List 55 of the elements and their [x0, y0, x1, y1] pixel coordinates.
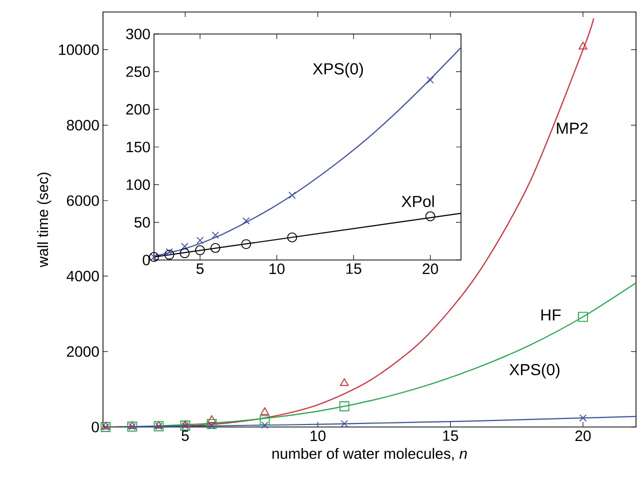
y-tick-label: 10000: [59, 44, 99, 56]
annotation: XPS(0): [312, 62, 363, 78]
point: [340, 420, 348, 428]
x-tick-label: 10: [270, 264, 285, 274]
y-tick-label: 6000: [67, 195, 99, 206]
y-tick-label: 100: [126, 179, 150, 190]
y-tick-label: 300: [126, 28, 150, 40]
x-axis-title: number of water molecules, n: [272, 448, 467, 461]
point: [207, 415, 216, 423]
point: [426, 76, 434, 84]
point: [287, 232, 298, 242]
y-tick-label: 50: [134, 217, 150, 228]
x-tick-label: 5: [196, 264, 204, 274]
point: [579, 414, 587, 422]
point: [180, 248, 190, 258]
y-tick-label: 200: [126, 104, 150, 115]
point: [166, 248, 173, 256]
point: [578, 312, 588, 322]
point: [196, 236, 204, 244]
y-tick-label: 0: [92, 422, 99, 432]
x-tick-label: 10: [310, 430, 326, 442]
y-axis-title: wall time (sec): [37, 172, 52, 268]
y-tick-label: 4000: [66, 270, 99, 282]
x-tick-label: 15: [346, 264, 362, 274]
point: [195, 245, 205, 256]
point: [212, 232, 220, 239]
y-tick-label: 0: [142, 254, 150, 266]
point: [339, 401, 350, 412]
y-tick-label: 8000: [66, 120, 99, 130]
x-tick-label: 20: [575, 430, 591, 442]
point: [242, 217, 250, 224]
x-tick-label: 15: [443, 430, 458, 441]
annotation: XPol: [402, 195, 434, 208]
y-tick-label: 250: [126, 66, 150, 77]
point: [261, 421, 268, 429]
annotation: MP2: [556, 122, 588, 134]
point: [208, 422, 216, 430]
point: [425, 211, 436, 222]
point: [210, 242, 220, 253]
point: [181, 242, 188, 250]
x-tick-label: 20: [422, 264, 438, 274]
point: [206, 419, 217, 429]
annotation: XPS(0): [509, 364, 560, 378]
point: [241, 239, 252, 250]
point: [578, 42, 588, 50]
y-tick-label: 2000: [66, 346, 99, 357]
point: [260, 407, 270, 415]
line-series: [105, 416, 636, 427]
x-tick-label: 5: [182, 430, 189, 441]
point: [288, 192, 296, 199]
y-tick-label: 150: [126, 142, 150, 152]
point: [260, 415, 270, 426]
point: [340, 378, 349, 386]
point: [164, 250, 174, 260]
annotation: HF: [541, 309, 561, 320]
